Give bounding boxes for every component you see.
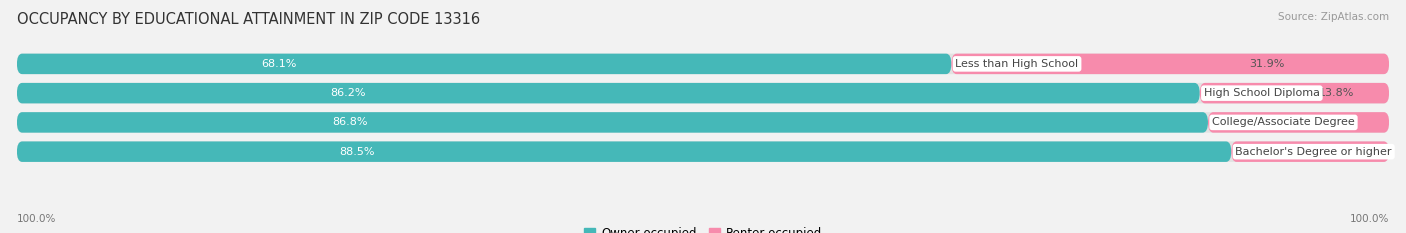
FancyBboxPatch shape — [17, 112, 1389, 133]
Text: 88.5%: 88.5% — [339, 147, 374, 157]
FancyBboxPatch shape — [1199, 83, 1389, 103]
FancyBboxPatch shape — [1208, 112, 1389, 133]
FancyBboxPatch shape — [1232, 141, 1389, 162]
FancyBboxPatch shape — [952, 54, 1389, 74]
FancyBboxPatch shape — [17, 112, 1208, 133]
FancyBboxPatch shape — [17, 83, 1199, 103]
FancyBboxPatch shape — [17, 141, 1389, 162]
Text: High School Diploma: High School Diploma — [1204, 88, 1320, 98]
Text: 13.8%: 13.8% — [1319, 88, 1354, 98]
Text: College/Associate Degree: College/Associate Degree — [1212, 117, 1355, 127]
Text: 13.2%: 13.2% — [1320, 117, 1357, 127]
FancyBboxPatch shape — [17, 83, 1389, 103]
Text: 68.1%: 68.1% — [262, 59, 297, 69]
Text: Less than High School: Less than High School — [956, 59, 1078, 69]
Text: 100.0%: 100.0% — [1350, 214, 1389, 224]
Legend: Owner-occupied, Renter-occupied: Owner-occupied, Renter-occupied — [583, 227, 823, 233]
FancyBboxPatch shape — [17, 54, 1389, 74]
Text: 11.5%: 11.5% — [1327, 147, 1362, 157]
Text: 86.8%: 86.8% — [333, 117, 368, 127]
Text: OCCUPANCY BY EDUCATIONAL ATTAINMENT IN ZIP CODE 13316: OCCUPANCY BY EDUCATIONAL ATTAINMENT IN Z… — [17, 12, 479, 27]
Text: 31.9%: 31.9% — [1249, 59, 1284, 69]
Text: 86.2%: 86.2% — [330, 88, 366, 98]
Text: 100.0%: 100.0% — [17, 214, 56, 224]
FancyBboxPatch shape — [17, 54, 952, 74]
FancyBboxPatch shape — [17, 141, 1232, 162]
Text: Bachelor's Degree or higher: Bachelor's Degree or higher — [1236, 147, 1392, 157]
Text: Source: ZipAtlas.com: Source: ZipAtlas.com — [1278, 12, 1389, 22]
